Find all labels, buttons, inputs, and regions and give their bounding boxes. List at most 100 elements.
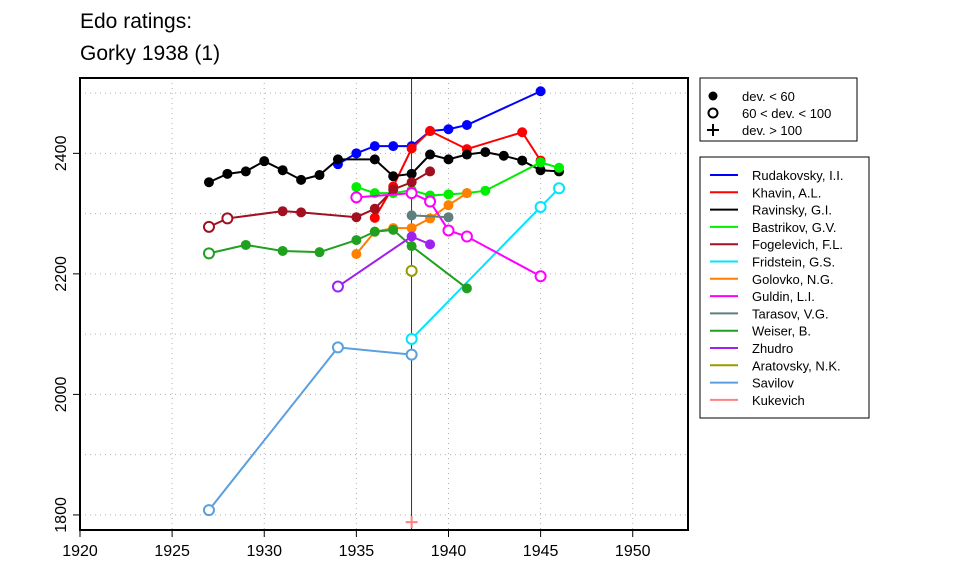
data-point bbox=[369, 226, 380, 237]
data-point bbox=[240, 239, 251, 250]
series-line bbox=[208, 346, 412, 511]
data-point bbox=[460, 230, 473, 243]
data-point bbox=[443, 189, 454, 200]
data-point bbox=[553, 182, 566, 195]
series-line bbox=[356, 161, 560, 197]
series-legend-label: Weiser, B. bbox=[752, 324, 811, 339]
data-point bbox=[425, 239, 436, 250]
series-legend-label: Tarasov, V.G. bbox=[752, 306, 829, 321]
marker-legend-label: 60 < dev. < 100 bbox=[742, 106, 831, 121]
data-point bbox=[425, 166, 436, 177]
data-point bbox=[406, 223, 417, 234]
data-point bbox=[406, 177, 417, 188]
data-point bbox=[425, 149, 436, 160]
series-legend-label: Fogelevich, F.L. bbox=[752, 237, 843, 252]
data-point bbox=[443, 212, 454, 223]
data-point bbox=[461, 120, 472, 131]
data-point bbox=[443, 200, 454, 211]
data-point bbox=[406, 143, 417, 154]
series-legend-label: Fridstein, G.S. bbox=[752, 255, 835, 270]
data-point bbox=[314, 170, 325, 181]
data-point bbox=[277, 206, 288, 217]
series-11 bbox=[405, 264, 418, 277]
legend-filled-circle bbox=[708, 91, 718, 101]
marker-legend: dev. < 60 60 < dev. < 100 dev. > 100 bbox=[699, 77, 858, 142]
data-point bbox=[406, 231, 417, 242]
data-point bbox=[517, 155, 528, 166]
marker-legend-box bbox=[699, 77, 858, 142]
data-point bbox=[369, 154, 380, 165]
data-point bbox=[296, 174, 307, 185]
data-point bbox=[535, 165, 546, 176]
data-point bbox=[332, 154, 343, 165]
x-tick-label: 1935 bbox=[339, 543, 375, 560]
series-legend: Rudakovsky, I.I. Khavin, A.L. Ravinsky, G.… bbox=[699, 156, 870, 419]
series-13 bbox=[405, 516, 418, 529]
data-point bbox=[369, 141, 380, 152]
data-point bbox=[314, 247, 325, 258]
series-legend-label: Rudakovsky, I.I. bbox=[752, 168, 844, 183]
y-tick-label: 2200 bbox=[53, 256, 70, 292]
data-point bbox=[425, 213, 436, 224]
x-tick-label: 1925 bbox=[154, 543, 190, 560]
data-point bbox=[221, 212, 234, 225]
data-point bbox=[351, 235, 362, 246]
data-point bbox=[351, 248, 362, 259]
data-point bbox=[388, 224, 399, 235]
series-line bbox=[208, 228, 468, 290]
data-point bbox=[388, 184, 399, 195]
data-point bbox=[350, 191, 363, 204]
data-point bbox=[406, 210, 417, 221]
data-point bbox=[554, 162, 565, 173]
y-tick-label: 2000 bbox=[53, 377, 70, 413]
data-point bbox=[202, 504, 215, 517]
y-tick-label: 1800 bbox=[53, 497, 70, 533]
data-point bbox=[202, 220, 215, 233]
data-point bbox=[443, 124, 454, 135]
chart-subtitle: Gorky 1938 (1) bbox=[80, 42, 221, 65]
data-point bbox=[535, 157, 546, 168]
series-10 bbox=[331, 231, 436, 293]
series-12 bbox=[202, 341, 418, 517]
data-point bbox=[222, 168, 233, 179]
data-point bbox=[517, 127, 528, 138]
data-point bbox=[424, 195, 437, 208]
x-tick-label: 1940 bbox=[431, 543, 467, 560]
data-point bbox=[534, 270, 547, 283]
series-8 bbox=[406, 210, 454, 223]
data-point bbox=[351, 182, 362, 193]
series-legend-box bbox=[699, 156, 870, 419]
data-point bbox=[240, 166, 251, 177]
series-4 bbox=[202, 166, 436, 233]
x-tick-label: 1950 bbox=[615, 543, 651, 560]
data-point bbox=[277, 165, 288, 176]
data-point bbox=[203, 177, 214, 188]
data-point bbox=[388, 171, 399, 182]
y-tick-label: 2400 bbox=[53, 135, 70, 171]
series-7 bbox=[350, 187, 547, 283]
data-point bbox=[480, 147, 491, 158]
data-point bbox=[369, 203, 380, 214]
data-point bbox=[202, 247, 215, 260]
x-tick-label: 1945 bbox=[523, 543, 559, 560]
data-point bbox=[405, 332, 418, 345]
data-point bbox=[442, 224, 455, 237]
marker-legend-label: dev. > 100 bbox=[742, 123, 802, 138]
series-5 bbox=[405, 182, 566, 345]
chart-title: Edo ratings: bbox=[80, 10, 193, 33]
data-point bbox=[405, 348, 418, 361]
data-point bbox=[498, 150, 509, 161]
data-point bbox=[461, 188, 472, 199]
data-point bbox=[443, 154, 454, 165]
plot-frame bbox=[79, 77, 689, 531]
x-tick-label: 1930 bbox=[246, 543, 282, 560]
series-legend-label: Savilov bbox=[752, 376, 794, 391]
data-point bbox=[259, 156, 270, 167]
data-point bbox=[405, 264, 418, 277]
data-point bbox=[534, 200, 547, 213]
series-2 bbox=[203, 147, 565, 188]
data-point bbox=[369, 212, 380, 223]
series-0 bbox=[332, 86, 546, 170]
data-point bbox=[331, 280, 344, 293]
